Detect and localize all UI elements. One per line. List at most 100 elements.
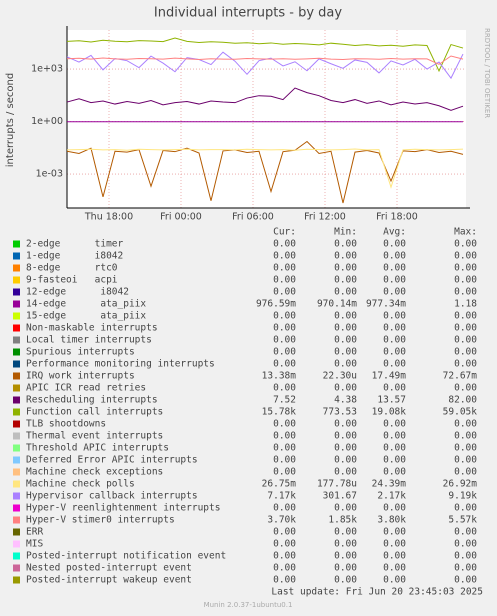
legend-value: 5.57k: [448, 515, 477, 526]
series-line: [66, 55, 464, 65]
legend-value: 0.00: [454, 347, 477, 358]
legend-value: 0.00: [454, 335, 477, 346]
legend-value: 0.00: [334, 575, 357, 586]
legend-value: 0.00: [454, 539, 477, 550]
legend-value: 0.00: [383, 467, 406, 478]
legend-value: 0.00: [383, 419, 406, 430]
legend-value: 0.00: [383, 323, 406, 334]
legend-label: 1-edge i8042: [26, 251, 123, 262]
legend-value: 1.85k: [328, 515, 357, 526]
legend-value: 0.00: [273, 575, 296, 586]
y-tick-label: 1e+03: [31, 64, 63, 75]
legend-value: 1.18: [454, 299, 477, 310]
legend-label: MIS: [26, 539, 43, 550]
x-tick-label: Thu 18:00: [84, 212, 133, 223]
legend-value: 0.00: [273, 311, 296, 322]
legend-value: 0.00: [454, 263, 477, 274]
legend-value: 13.38m: [262, 371, 297, 382]
legend-value: 0.00: [383, 551, 406, 562]
legend-value: 0.00: [273, 275, 296, 286]
legend-label: 15-edge ata_piix: [26, 311, 146, 322]
legend-value: 0.00: [454, 551, 477, 562]
legend-value: 0.00: [383, 575, 406, 586]
legend-swatch: [13, 336, 20, 344]
legend-swatch: [13, 444, 20, 452]
legend-value: 0.00: [334, 383, 357, 394]
legend-value: 0.00: [334, 275, 357, 286]
legend-value: 0.00: [334, 251, 357, 262]
legend-value: 0.00: [454, 527, 477, 538]
legend-value: 0.00: [383, 335, 406, 346]
legend-value: 0.00: [273, 467, 296, 478]
y-tick-label: 1e-03: [36, 169, 63, 180]
legend-swatch: [13, 408, 20, 416]
legend-swatch: [13, 240, 20, 248]
legend-value: 0.00: [383, 503, 406, 514]
series-line: [66, 148, 464, 189]
legend-label: Rescheduling interrupts: [26, 395, 158, 406]
legend-header: Cur:: [273, 227, 296, 238]
legend-value: 0.00: [383, 311, 406, 322]
legend-swatch: [13, 276, 20, 284]
legend-value: 0.00: [273, 239, 296, 250]
legend-value: 0.00: [273, 335, 296, 346]
legend-value: 0.00: [334, 359, 357, 370]
legend-value: 9.19k: [448, 491, 477, 502]
legend-value: 0.00: [334, 347, 357, 358]
legend-value: 0.00: [273, 251, 296, 262]
legend-label: IRQ work interrupts: [26, 371, 135, 382]
legend-value: 0.00: [334, 455, 357, 466]
legend-value: 0.00: [273, 419, 296, 430]
legend-value: 0.00: [454, 443, 477, 454]
legend-swatch: [13, 372, 20, 380]
legend-swatch: [13, 528, 20, 536]
legend-swatch: [13, 492, 20, 500]
legend-value: 0.00: [334, 263, 357, 274]
x-tick-label: Fri 00:00: [160, 212, 202, 223]
legend-label: Deferred Error APIC interrupts: [26, 455, 198, 466]
legend-label: 8-edge rtc0: [26, 263, 118, 274]
legend-swatch: [13, 564, 20, 572]
legend-swatch: [13, 324, 20, 332]
legend-value: 0.00: [454, 311, 477, 322]
legend-value: 301.67: [323, 491, 357, 502]
legend-swatch: [13, 300, 20, 308]
legend-value: 0.00: [383, 263, 406, 274]
legend-value: 0.00: [334, 311, 357, 322]
legend-value: 0.00: [383, 287, 406, 298]
legend-value: 0.00: [383, 563, 406, 574]
legend-value: 0.00: [383, 539, 406, 550]
legend-label: Hyper-V stimer0 interrupts: [26, 515, 175, 526]
legend-value: 0.00: [454, 575, 477, 586]
legend-value: 0.00: [334, 563, 357, 574]
legend-value: 177.78u: [317, 479, 357, 490]
legend-value: 0.00: [454, 563, 477, 574]
series-line: [66, 87, 464, 111]
legend-label: Hypervisor callback interrupts: [26, 491, 198, 502]
legend-value: 0.00: [334, 335, 357, 346]
legend-label: 2-edge timer: [26, 239, 124, 250]
legend-value: 970.14m: [317, 299, 357, 310]
y-axis-label: interrupts / second: [5, 73, 16, 167]
legend-value: 0.00: [454, 383, 477, 394]
legend-label: ERR: [26, 527, 43, 538]
legend-label: TLB shootdowns: [26, 419, 106, 430]
legend-label: Machine check polls: [26, 479, 135, 490]
legend-value: 17.49m: [372, 371, 407, 382]
legend-value: 0.00: [273, 347, 296, 358]
legend-label: Function call interrupts: [26, 407, 163, 418]
legend-value: 0.00: [454, 503, 477, 514]
legend-value: 0.00: [334, 443, 357, 454]
legend-value: 0.00: [383, 239, 406, 250]
legend-value: 0.00: [383, 443, 406, 454]
last-update: Last update: Fri Jun 20 23:45:03 2025: [271, 587, 483, 598]
legend-value: 0.00: [273, 527, 296, 538]
legend-swatch: [13, 504, 20, 512]
legend-value: 13.57: [377, 395, 406, 406]
legend-swatch: [13, 360, 20, 368]
legend-header: Min:: [334, 227, 357, 238]
legend-value: 0.00: [273, 263, 296, 274]
y-tick-label: 1e+00: [31, 116, 63, 127]
legend-value: 976.59m: [256, 299, 296, 310]
legend-value: 2.17k: [377, 491, 406, 502]
